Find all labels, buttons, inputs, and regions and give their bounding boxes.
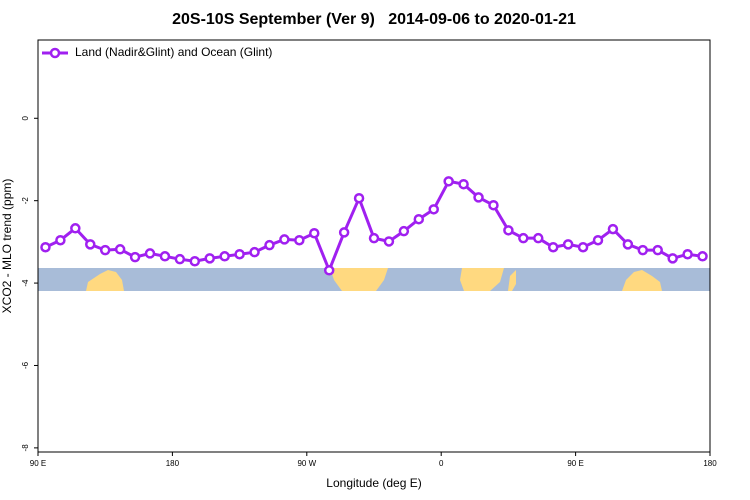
point <box>503 225 514 236</box>
point <box>368 232 380 244</box>
point <box>159 251 171 262</box>
point <box>129 251 141 263</box>
point <box>533 232 544 244</box>
point <box>70 223 81 234</box>
point <box>264 239 275 251</box>
land <box>508 270 516 291</box>
point <box>234 248 245 260</box>
point <box>637 244 649 256</box>
x-tick-label: 90 E <box>567 459 583 468</box>
y-tick-label: -4 <box>21 279 30 287</box>
chart-title: 20S-10S September (Ver 9) 2014-09-06 to … <box>172 11 576 28</box>
point <box>249 246 260 258</box>
point <box>174 253 186 265</box>
land <box>86 270 124 291</box>
x-tick-label: 90 W <box>297 459 316 468</box>
x-tick-label: 90 E <box>30 459 46 468</box>
y-tick-label: -8 <box>21 444 30 452</box>
x-axis-label: Longitude (deg E) <box>326 476 421 490</box>
point <box>443 176 454 187</box>
point <box>592 234 604 246</box>
point <box>622 239 634 250</box>
point <box>353 192 365 204</box>
point <box>279 234 290 245</box>
point <box>114 244 126 255</box>
point <box>577 241 589 253</box>
point <box>518 232 529 244</box>
point <box>652 244 663 256</box>
y-axis-label: XCO2 - MLO trend (ppm) <box>0 179 14 314</box>
point <box>219 251 230 262</box>
point <box>294 234 305 246</box>
point <box>428 204 439 215</box>
land <box>460 268 504 291</box>
point <box>697 251 708 262</box>
point <box>667 253 678 264</box>
point <box>99 244 111 256</box>
x-tick-label: 180 <box>703 459 717 468</box>
point <box>144 248 156 259</box>
point <box>55 234 66 246</box>
land <box>330 268 388 291</box>
point <box>40 241 51 253</box>
point <box>338 227 350 238</box>
point <box>488 199 499 211</box>
x-tick-label: 180 <box>166 459 180 468</box>
point <box>309 227 320 239</box>
map-strip <box>38 268 710 291</box>
y-tick-label: 0 <box>21 116 30 121</box>
point <box>189 255 201 267</box>
plot-frame <box>37 39 711 453</box>
point <box>204 253 215 264</box>
point <box>547 241 559 253</box>
point <box>398 225 410 237</box>
point <box>383 236 395 247</box>
point <box>323 265 335 276</box>
series-line <box>44 179 703 275</box>
land <box>622 270 662 291</box>
point <box>682 248 693 260</box>
legend-marker <box>49 47 61 59</box>
point <box>562 239 574 250</box>
point <box>85 239 96 250</box>
x-tick-label: 0 <box>439 459 444 468</box>
point <box>413 213 425 225</box>
point <box>473 192 484 203</box>
y-tick-label: -2 <box>21 197 30 205</box>
y-tick-label: -6 <box>21 361 30 369</box>
point <box>458 178 469 190</box>
legend-label: Land (Nadir&Glint) and Ocean (Glint) <box>75 45 272 59</box>
point <box>607 223 619 235</box>
